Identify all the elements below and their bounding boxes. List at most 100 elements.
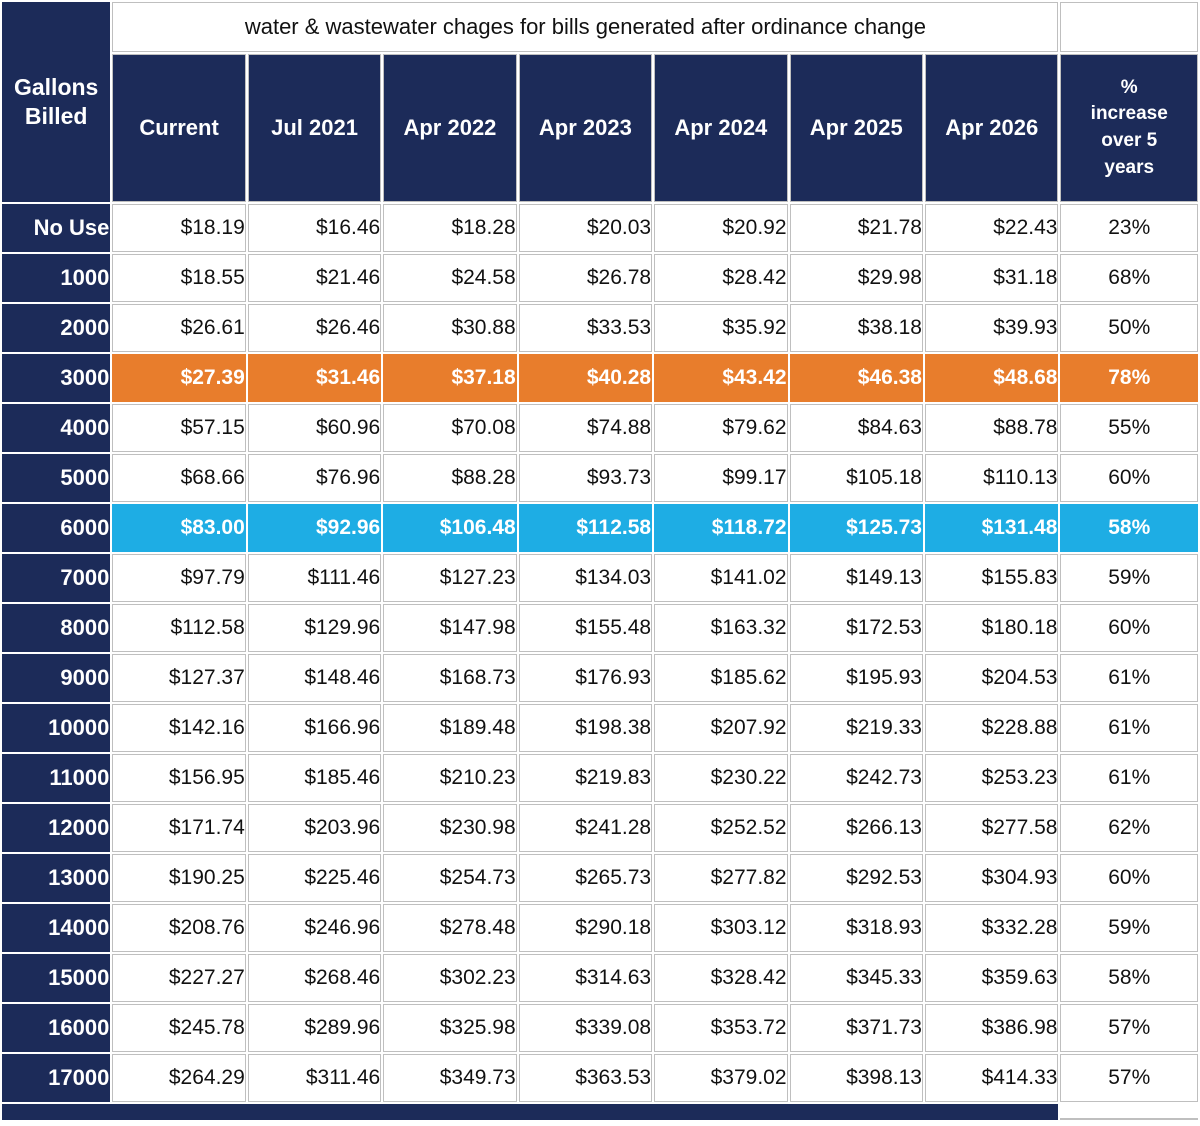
charge-cell-apr-2024: $163.32 [654, 604, 788, 652]
charge-cell-apr-2026: $88.78 [924, 404, 1059, 452]
charge-cell-apr-2025: $38.18 [789, 304, 923, 352]
charge-cell-jul-2021: $268.46 [247, 954, 382, 1002]
charge-cell-current: $97.79 [112, 554, 246, 602]
row-header-gallons: No Use [2, 204, 111, 252]
charge-cell-apr-2024: $379.02 [654, 1054, 788, 1102]
charge-cell-apr-2022: $127.23 [383, 554, 517, 602]
charge-cell-apr-2026: $48.68 [924, 354, 1059, 402]
charge-cell-apr-2023: $26.78 [518, 254, 653, 302]
row-header-gallons: 3000 [2, 354, 111, 402]
charge-cell-apr-2026: $155.83 [924, 554, 1059, 602]
charge-cell-current: $190.25 [112, 854, 246, 902]
row-header-gallons: 6000 [2, 504, 111, 552]
charge-cell-apr-2023: $134.03 [518, 554, 653, 602]
charge-cell-apr-2023: $20.03 [518, 204, 653, 252]
charge-cell-jul-2021: $185.46 [247, 754, 382, 802]
charge-cell-apr-2026: $228.88 [924, 704, 1059, 752]
charge-cell-apr-2024: $28.42 [654, 254, 788, 302]
row-header-gallons: 15000 [2, 954, 111, 1002]
row-header-gallons: 4000 [2, 404, 111, 452]
charge-cell-apr-2023: $219.83 [518, 754, 653, 802]
charge-cell-apr-2022: $302.23 [383, 954, 517, 1002]
charge-cell-current: $27.39 [112, 354, 246, 402]
charge-cell-apr-2025: $371.73 [789, 1004, 923, 1052]
column-header-row: Current Jul 2021 Apr 2022 Apr 2023 Apr 2024 A… [2, 54, 1198, 202]
charge-cell-apr-2024: $79.62 [654, 404, 788, 452]
row-header-gallons: 16000 [2, 1004, 111, 1052]
charge-cell-jul-2021: $60.96 [247, 404, 382, 452]
row-header-gallons: 10000 [2, 704, 111, 752]
row-header-gallons: 2000 [2, 304, 111, 352]
column-header-current: Current [112, 54, 246, 202]
charge-cell-apr-2022: $70.08 [383, 404, 517, 452]
charge-cell-apr-2026: $180.18 [924, 604, 1059, 652]
charge-cell-jul-2021: $225.46 [247, 854, 382, 902]
column-header-apr-2026: Apr 2026 [924, 54, 1059, 202]
pct-increase-cell: 58% [1060, 504, 1198, 552]
charge-cell-current: $68.66 [112, 454, 246, 502]
charge-cell-apr-2023: $93.73 [518, 454, 653, 502]
charge-cell-apr-2026: $131.48 [924, 504, 1059, 552]
column-header-apr-2023: Apr 2023 [518, 54, 653, 202]
charge-cell-apr-2025: $21.78 [789, 204, 923, 252]
pct-increase-cell: 61% [1060, 754, 1198, 802]
charge-cell-current: $83.00 [112, 504, 246, 552]
charge-cell-apr-2026: $253.23 [924, 754, 1059, 802]
charge-cell-apr-2023: $155.48 [518, 604, 653, 652]
charge-cell-apr-2026: $386.98 [924, 1004, 1059, 1052]
table-row-16000: 16000 $245.78 $289.96 $325.98 $339.08 $353.72… [2, 1004, 1198, 1052]
charge-cell-current: $227.27 [112, 954, 246, 1002]
table-row-no-use: No Use $18.19 $16.46 $18.28 $20.03 $20.92 $21.… [2, 204, 1198, 252]
charge-cell-apr-2022: $189.48 [383, 704, 517, 752]
charge-cell-apr-2023: $314.63 [518, 954, 653, 1002]
row-header-gallons: 5000 [2, 454, 111, 502]
charge-cell-apr-2025: $125.73 [789, 504, 923, 552]
charge-cell-jul-2021: $31.46 [247, 354, 382, 402]
table-row-17000: 17000 $264.29 $311.46 $349.73 $363.53 $379.02… [2, 1054, 1198, 1102]
charge-cell-apr-2024: $35.92 [654, 304, 788, 352]
charge-cell-apr-2026: $332.28 [924, 904, 1059, 952]
pct-increase-cell: 61% [1060, 654, 1198, 702]
pct-increase-header: % increase over 5 years [1060, 54, 1198, 202]
charge-cell-apr-2026: $277.58 [924, 804, 1059, 852]
charge-cell-current: $18.19 [112, 204, 246, 252]
charge-cell-jul-2021: $26.46 [247, 304, 382, 352]
charge-cell-apr-2023: $74.88 [518, 404, 653, 452]
charge-cell-apr-2026: $414.33 [924, 1054, 1059, 1102]
charge-cell-apr-2026: $204.53 [924, 654, 1059, 702]
charge-cell-apr-2025: $46.38 [789, 354, 923, 402]
charge-cell-apr-2025: $292.53 [789, 854, 923, 902]
charge-cell-apr-2023: $40.28 [518, 354, 653, 402]
charge-cell-apr-2026: $110.13 [924, 454, 1059, 502]
charge-cell-apr-2023: $339.08 [518, 1004, 653, 1052]
charge-cell-jul-2021: $76.96 [247, 454, 382, 502]
row-header-gallons: 11000 [2, 754, 111, 802]
charge-cell-apr-2024: $353.72 [654, 1004, 788, 1052]
charge-cell-apr-2025: $318.93 [789, 904, 923, 952]
charge-cell-current: $26.61 [112, 304, 246, 352]
charge-cell-apr-2022: $18.28 [383, 204, 517, 252]
charge-cell-apr-2023: $290.18 [518, 904, 653, 952]
pct-increase-cell: 60% [1060, 454, 1198, 502]
charge-cell-apr-2023: $33.53 [518, 304, 653, 352]
charge-cell-apr-2025: $84.63 [789, 404, 923, 452]
charge-cell-jul-2021: $16.46 [247, 204, 382, 252]
charge-cell-apr-2025: $345.33 [789, 954, 923, 1002]
charge-cell-apr-2022: $30.88 [383, 304, 517, 352]
charge-cell-current: $156.95 [112, 754, 246, 802]
charge-cell-current: $171.74 [112, 804, 246, 852]
pct-increase-cell: 61% [1060, 704, 1198, 752]
charge-cell-apr-2022: $325.98 [383, 1004, 517, 1052]
row-header-gallons: 9000 [2, 654, 111, 702]
table-row-13000: 13000 $190.25 $225.46 $254.73 $265.73 $277.82… [2, 854, 1198, 902]
charge-cell-apr-2023: $198.38 [518, 704, 653, 752]
charge-cell-apr-2024: $43.42 [654, 354, 788, 402]
charge-cell-apr-2024: $185.62 [654, 654, 788, 702]
charge-cell-jul-2021: $246.96 [247, 904, 382, 952]
pct-increase-cell: 58% [1060, 954, 1198, 1002]
table-row-4000: 4000 $57.15 $60.96 $70.08 $74.88 $79.62 $84.63… [2, 404, 1198, 452]
pct-increase-label: % increase over 5 years [1090, 76, 1168, 178]
table-row-11000: 11000 $156.95 $185.46 $210.23 $219.83 $230.22… [2, 754, 1198, 802]
